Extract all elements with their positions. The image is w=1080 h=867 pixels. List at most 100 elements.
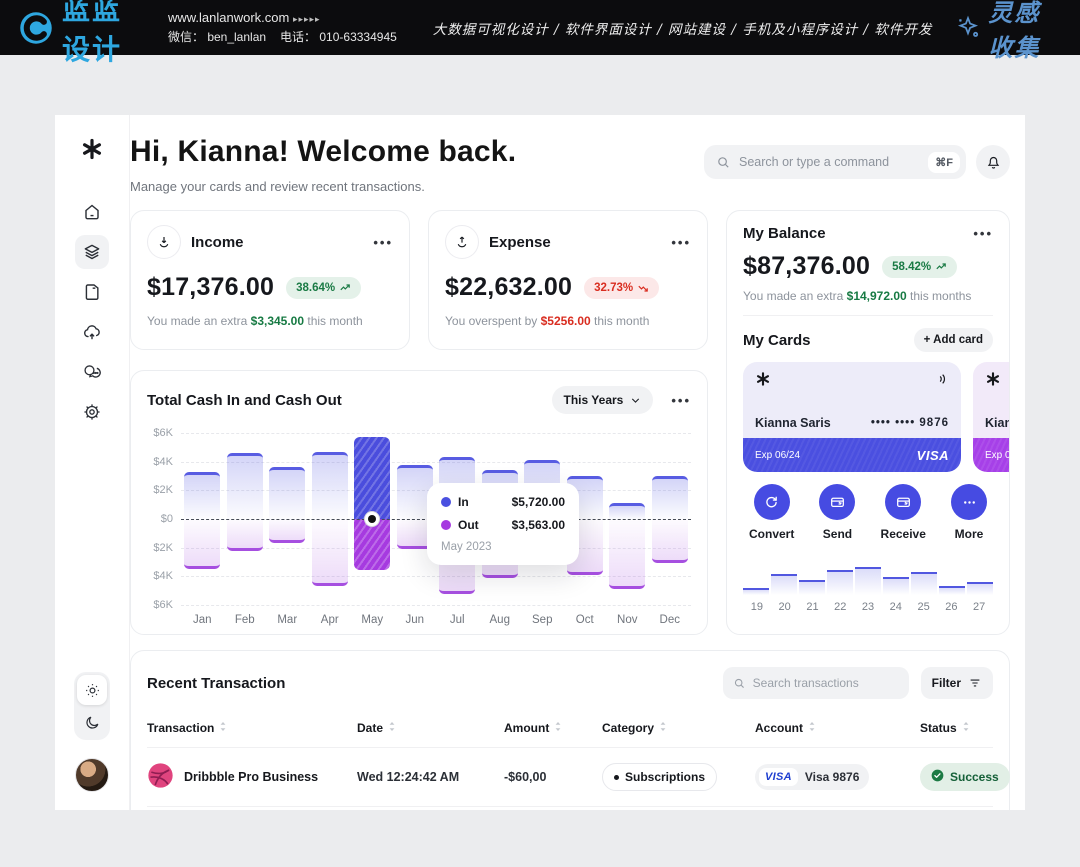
income-download-icon (147, 225, 181, 259)
cards-carousel[interactable]: Kianna Saris •••• •••• 9876 Exp 06/24 VI… (743, 362, 1009, 472)
card-holder-name: Kianna Saris (755, 416, 831, 430)
dots-icon (951, 484, 987, 520)
sidebar-item-documents[interactable] (75, 275, 109, 309)
income-title: Income (191, 233, 244, 251)
x-axis-label: Jul (449, 614, 465, 626)
mini-bar (939, 586, 965, 595)
banner-wechat: 微信： ben_lanlan (167, 30, 267, 45)
bar-dec[interactable] (649, 433, 692, 605)
x-axis-label: Sep (532, 614, 553, 626)
sidebar-item-settings[interactable] (75, 395, 109, 429)
filter-icon (970, 679, 980, 687)
home-icon (82, 202, 102, 222)
table-row[interactable]: Dribbble Pro Business Wed 12:24:42 AM -$… (147, 748, 1010, 807)
sidebar-item-home[interactable] (75, 195, 109, 229)
lanlan-logo-icon (18, 10, 54, 46)
y-axis-tick: $0 (160, 513, 173, 525)
bar-jan[interactable] (181, 433, 224, 605)
transactions-search-input[interactable] (752, 676, 899, 690)
page-title: Hi, Kianna! Welcome back. (130, 135, 517, 168)
income-trend-badge: 38.64% (286, 276, 362, 299)
cash-out-bar (226, 519, 263, 551)
mini-axis-label: 22 (834, 601, 847, 613)
cash-in-bar (651, 476, 688, 519)
gear-icon (82, 402, 102, 422)
receive-button[interactable]: Receive (881, 484, 926, 541)
status-badge: Success (920, 763, 1010, 791)
card-logo-asterisk-icon (757, 372, 769, 386)
send-button[interactable]: Send (819, 484, 856, 541)
column-header-transaction[interactable]: Transaction (147, 721, 357, 735)
column-header-account[interactable]: Account (755, 721, 920, 735)
trend-up-icon (340, 283, 350, 290)
cash-out-bar (184, 519, 221, 570)
bar-may[interactable] (351, 433, 394, 605)
mini-bar (799, 579, 825, 595)
chart-title: Total Cash In and Cash Out (147, 391, 342, 409)
notifications-button[interactable] (976, 145, 1010, 179)
sparkle-star-icon (954, 14, 982, 42)
add-card-button[interactable]: + Add card (913, 328, 993, 352)
more-button[interactable]: More (951, 484, 987, 541)
chart-menu-button[interactable]: ••• (671, 392, 691, 408)
top-banner: 蓝蓝设计 www.lanlanwork.com ▸▸▸▸▸ 微信： ben_la… (0, 0, 1080, 65)
sidebar-item-messages[interactable] (75, 355, 109, 389)
sidebar-item-cloud-upload[interactable] (75, 315, 109, 349)
light-mode-button[interactable] (77, 675, 107, 705)
bar-nov[interactable] (606, 433, 649, 605)
sort-icon (219, 721, 227, 735)
sidebar-item-layers[interactable] (75, 235, 109, 269)
banner-collection: 灵感收集 (954, 0, 1062, 63)
visa-logo: VISA (916, 447, 949, 463)
bar-apr[interactable] (309, 433, 352, 605)
bar-feb[interactable] (224, 433, 267, 605)
expense-note: You overspent by $5256.00 this month (445, 314, 650, 328)
column-header-status[interactable]: Status (920, 721, 993, 735)
global-search-input[interactable] (739, 155, 921, 169)
period-selector[interactable]: This Years (551, 386, 654, 414)
income-menu-button[interactable]: ••• (373, 234, 393, 250)
x-axis-label: Oct (575, 614, 594, 626)
cashflow-plot-area: In $5,720.00 Out $3,563.00 May 2023 (181, 433, 692, 606)
expense-menu-button[interactable]: ••• (671, 234, 691, 250)
mini-bar (827, 570, 853, 595)
credit-card-secondary[interactable]: Kianna Exp 06/2 (973, 362, 1009, 472)
balance-menu-button[interactable]: ••• (973, 226, 993, 241)
filter-button[interactable]: Filter (920, 667, 993, 699)
trend-up-icon (936, 262, 946, 269)
column-header-amount[interactable]: Amount (504, 721, 602, 735)
expense-card: Expense ••• $22,632.00 32.73% You oversp… (428, 210, 708, 350)
banner-collection-label: 灵感收集 (988, 0, 1041, 62)
balance-amount: $87,376.00 (743, 252, 871, 280)
banner-url[interactable]: www.lanlanwork.com (167, 10, 290, 26)
user-avatar[interactable] (75, 758, 109, 792)
search-shortcut-badge: ⌘F (928, 151, 960, 173)
cash-out-bar (311, 519, 348, 587)
dark-mode-button[interactable] (77, 707, 107, 737)
x-axis-label: Nov (617, 614, 638, 626)
expense-trend-badge: 32.73% (584, 276, 660, 299)
convert-button[interactable]: Convert (749, 484, 794, 541)
mini-bar (911, 571, 937, 595)
bar-mar[interactable] (266, 433, 309, 605)
file-icon (82, 282, 102, 302)
cash-in-bar (269, 467, 306, 519)
mini-axis-label: 23 (861, 601, 875, 613)
card-logo-asterisk-icon (987, 372, 999, 386)
expense-upload-icon (445, 225, 479, 259)
layers-icon (82, 242, 102, 262)
credit-card-primary[interactable]: Kianna Saris •••• •••• 9876 Exp 06/24 VI… (743, 362, 961, 472)
sort-icon (808, 721, 816, 735)
card-masked-number: •••• •••• 9876 (870, 417, 949, 429)
x-axis-label: May (361, 614, 384, 626)
transactions-search[interactable] (722, 667, 909, 699)
cash-in-bar (226, 453, 263, 519)
column-header-category[interactable]: Category (602, 721, 755, 735)
transaction-amount-cell: -$60,00 (504, 770, 547, 784)
bar-jun[interactable] (394, 433, 437, 605)
global-search[interactable]: ⌘F (704, 145, 966, 179)
sort-icon (554, 721, 562, 735)
column-header-date[interactable]: Date (357, 721, 504, 735)
mini-axis-label: 25 (917, 601, 930, 613)
mini-axis-label: 20 (778, 601, 791, 613)
